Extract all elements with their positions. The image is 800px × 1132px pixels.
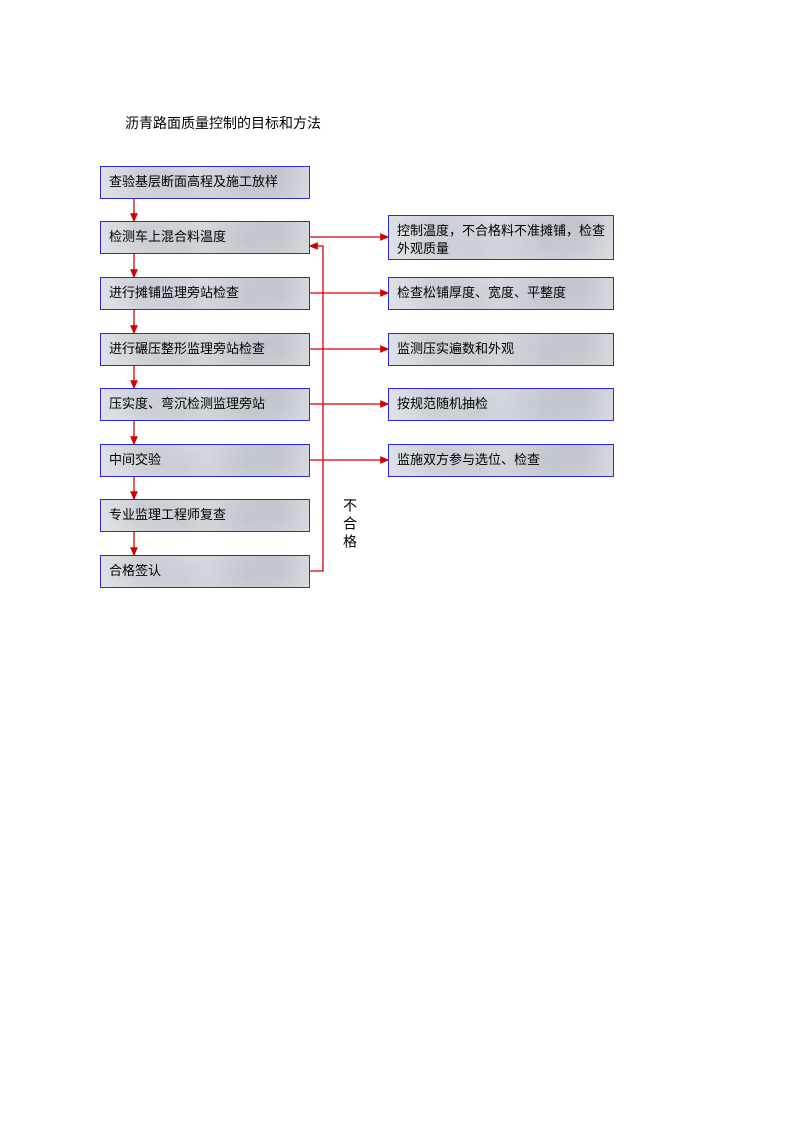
node-L6-label: 中间交验 (109, 452, 161, 467)
node-R3: 监测压实遍数和外观 (388, 333, 614, 366)
node-L7-label: 专业监理工程师复查 (109, 507, 226, 522)
node-R1-label: 控制温度，不合格料不准摊铺，检查外观质量 (397, 223, 605, 256)
node-R3-label: 监测压实遍数和外观 (397, 341, 514, 356)
node-L7: 专业监理工程师复查 (100, 499, 310, 532)
node-R5-label: 监施双方参与选位、检查 (397, 452, 540, 467)
node-L8: 合格签认 (100, 555, 310, 588)
node-R2-label: 检查松铺厚度、宽度、平整度 (397, 285, 566, 300)
node-R2: 检查松铺厚度、宽度、平整度 (388, 277, 614, 310)
page-root: 沥青路面质量控制的目标和方法 查验基层断面高程及施工放样 检测车上混合料温度 进… (0, 0, 800, 1132)
node-L4-label: 进行碾压整形监理旁站检查 (109, 341, 265, 356)
node-L3: 进行摊铺监理旁站检查 (100, 277, 310, 310)
node-L1: 查验基层断面高程及施工放样 (100, 166, 310, 199)
node-R5: 监施双方参与选位、检查 (388, 444, 614, 477)
node-L4: 进行碾压整形监理旁站检查 (100, 333, 310, 366)
node-L6: 中间交验 (100, 444, 310, 477)
edge-feedback-fail (310, 246, 323, 571)
node-R4: 按规范随机抽检 (388, 388, 614, 421)
node-L2: 检测车上混合料温度 (100, 221, 310, 254)
node-L2-label: 检测车上混合料温度 (109, 229, 226, 244)
page-title: 沥青路面质量控制的目标和方法 (125, 113, 321, 133)
node-L8-label: 合格签认 (109, 563, 161, 578)
node-R4-label: 按规范随机抽检 (397, 396, 488, 411)
node-L1-label: 查验基层断面高程及施工放样 (109, 174, 278, 189)
node-R1: 控制温度，不合格料不准摊铺，检查外观质量 (388, 215, 614, 260)
node-L5: 压实度、弯沉检测监理旁站 (100, 388, 310, 421)
node-L5-label: 压实度、弯沉检测监理旁站 (109, 396, 265, 411)
node-L3-label: 进行摊铺监理旁站检查 (109, 285, 239, 300)
fail-label: 不合格 (338, 498, 358, 552)
